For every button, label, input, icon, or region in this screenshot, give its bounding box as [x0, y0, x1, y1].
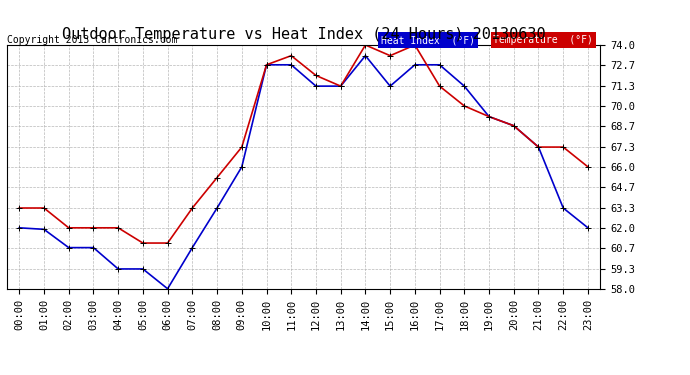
Heat Index  (°F) [584, 226, 592, 230]
Title: Outdoor Temperature vs Heat Index (24 Hours) 20130630: Outdoor Temperature vs Heat Index (24 Ho… [62, 27, 545, 42]
Temperature  (°F) [386, 53, 394, 58]
Temperature  (°F) [411, 43, 419, 47]
Heat Index  (°F) [460, 84, 469, 88]
Temperature  (°F) [213, 175, 221, 180]
Temperature  (°F) [114, 226, 122, 230]
Heat Index  (°F) [435, 63, 444, 67]
Heat Index  (°F) [312, 84, 320, 88]
Temperature  (°F) [40, 206, 48, 210]
Heat Index  (°F) [139, 267, 147, 271]
Temperature  (°F) [337, 84, 345, 88]
Heat Index  (°F) [411, 63, 419, 67]
Temperature  (°F) [559, 145, 567, 149]
Text: Copyright 2013 Cartronics.com: Copyright 2013 Cartronics.com [7, 35, 177, 45]
Temperature  (°F) [510, 123, 518, 128]
Temperature  (°F) [237, 145, 246, 149]
Heat Index  (°F) [485, 114, 493, 119]
Heat Index  (°F) [262, 63, 270, 67]
Heat Index  (°F) [40, 227, 48, 232]
Temperature  (°F) [65, 226, 73, 230]
Heat Index  (°F) [213, 206, 221, 210]
Temperature  (°F) [15, 206, 23, 210]
Temperature  (°F) [485, 114, 493, 119]
Temperature  (°F) [164, 241, 172, 245]
Temperature  (°F) [139, 241, 147, 245]
Heat Index  (°F) [15, 226, 23, 230]
Temperature  (°F) [362, 43, 370, 47]
Heat Index  (°F) [287, 63, 295, 67]
Heat Index  (°F) [362, 53, 370, 58]
Heat Index  (°F) [237, 165, 246, 169]
Heat Index  (°F) [534, 145, 542, 149]
Heat Index  (°F) [89, 245, 97, 250]
Temperature  (°F) [287, 53, 295, 58]
Heat Index  (°F) [164, 286, 172, 291]
Heat Index  (°F) [114, 267, 122, 271]
Temperature  (°F) [312, 73, 320, 78]
Line: Temperature  (°F): Temperature (°F) [16, 42, 591, 246]
Text: Heat Index  (°F): Heat Index (°F) [381, 35, 475, 45]
Heat Index  (°F) [337, 84, 345, 88]
Temperature  (°F) [435, 84, 444, 88]
Temperature  (°F) [534, 145, 542, 149]
Temperature  (°F) [188, 206, 197, 210]
Temperature  (°F) [262, 63, 270, 67]
Heat Index  (°F) [559, 206, 567, 210]
Line: Heat Index  (°F): Heat Index (°F) [16, 52, 591, 292]
Heat Index  (°F) [386, 84, 394, 88]
Heat Index  (°F) [188, 245, 197, 250]
Heat Index  (°F) [510, 123, 518, 128]
Heat Index  (°F) [65, 245, 73, 250]
Temperature  (°F) [460, 104, 469, 108]
Temperature  (°F) [584, 165, 592, 169]
Text: Temperature  (°F): Temperature (°F) [493, 35, 593, 45]
Temperature  (°F) [89, 226, 97, 230]
